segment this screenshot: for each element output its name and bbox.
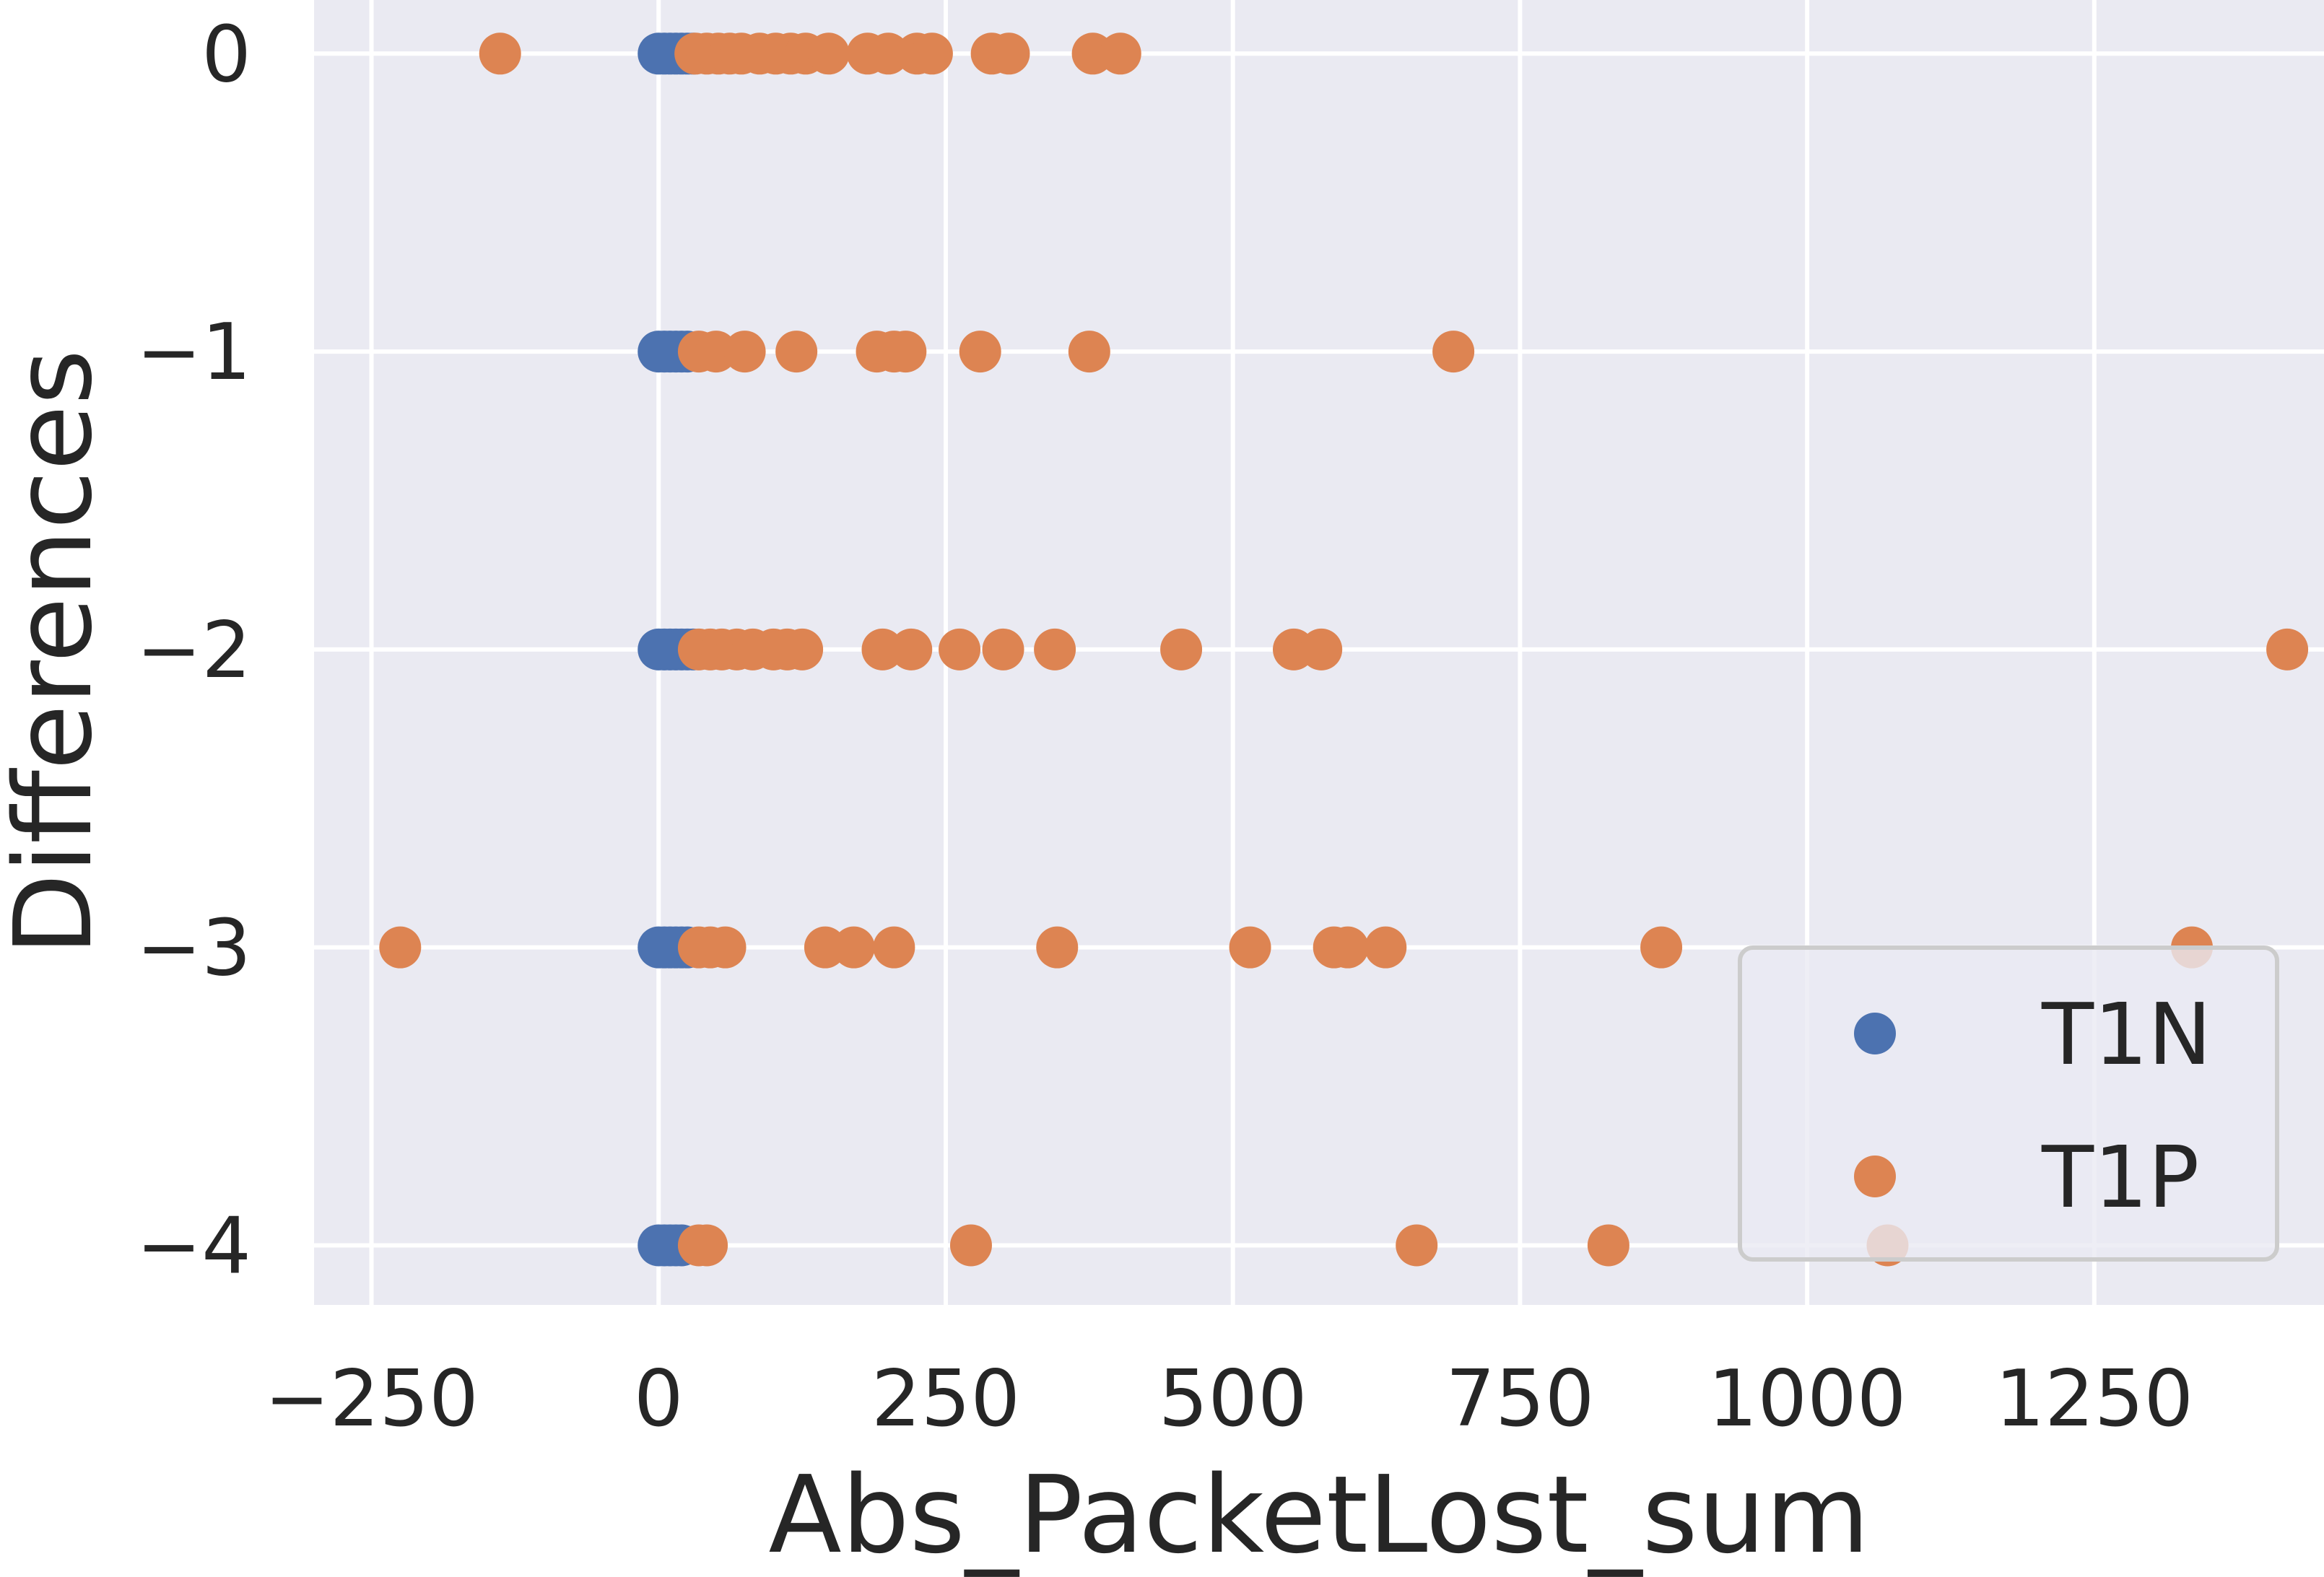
data-point-t1p xyxy=(1432,331,1475,373)
data-point-t1p xyxy=(939,628,981,670)
data-point-t1p xyxy=(1396,1224,1438,1267)
data-point-t1p xyxy=(1068,331,1110,373)
y-tick-label: −2 xyxy=(136,606,251,696)
series-t1p-points xyxy=(379,32,2309,1267)
data-point-t1p xyxy=(910,32,953,75)
data-point-t1p xyxy=(1034,628,1076,670)
y-tick-labels: 0 −1 −2 −3 −4 xyxy=(136,9,251,1291)
data-point-t1p xyxy=(1099,32,1141,75)
data-point-t1p xyxy=(884,331,927,373)
data-point-t1p xyxy=(1326,926,1369,969)
legend-marker-t1n xyxy=(1854,1013,1896,1054)
y-tick-label: −4 xyxy=(136,1201,251,1291)
data-point-t1p xyxy=(982,628,1024,670)
data-point-t1p xyxy=(704,926,747,969)
data-point-t1p xyxy=(1640,926,1683,969)
data-point-t1p xyxy=(807,32,850,75)
y-tick-label: −1 xyxy=(136,307,251,398)
data-point-t1p xyxy=(890,628,933,670)
legend-label-t1p: T1P xyxy=(2041,1127,2199,1227)
data-point-t1p xyxy=(959,331,1001,373)
data-point-t1p xyxy=(723,331,766,373)
x-tick-label: 1000 xyxy=(1708,1354,1907,1444)
data-point-t1p xyxy=(479,32,521,75)
data-point-t1p xyxy=(804,926,846,969)
data-point-t1p xyxy=(2266,628,2309,670)
data-point-t1p xyxy=(873,926,915,969)
legend-marker-t1p xyxy=(1854,1156,1896,1197)
x-tick-label: 250 xyxy=(871,1354,1020,1444)
data-point-t1p xyxy=(1229,926,1271,969)
data-point-t1p xyxy=(867,32,910,75)
x-tick-labels: −250 0 250 500 750 1000 1250 xyxy=(264,1354,2193,1444)
data-point-t1p xyxy=(1036,926,1079,969)
data-point-t1p xyxy=(861,628,904,670)
y-tick-label: 0 xyxy=(201,9,251,100)
data-point-t1p xyxy=(988,32,1030,75)
x-tick-label: 750 xyxy=(1445,1354,1594,1444)
data-point-t1p xyxy=(1587,1224,1629,1267)
data-point-t1p xyxy=(1160,628,1203,670)
x-tick-label: 1250 xyxy=(1995,1354,2193,1444)
x-tick-label: 500 xyxy=(1159,1354,1307,1444)
y-tick-label: −3 xyxy=(136,904,251,994)
y-axis-label: Differences xyxy=(0,349,116,956)
data-point-t1p xyxy=(949,1224,992,1267)
data-point-t1p xyxy=(775,331,818,373)
x-tick-label: 0 xyxy=(634,1354,684,1444)
data-point-t1p xyxy=(695,331,737,373)
x-tick-label: −250 xyxy=(264,1354,479,1444)
legend-label-t1n: T1N xyxy=(2041,984,2211,1084)
x-axis-label: Abs_PacketLost_sum xyxy=(768,1453,1869,1577)
legend: T1N T1P xyxy=(1738,945,2279,1262)
data-point-t1p xyxy=(686,1224,728,1267)
data-point-t1p xyxy=(1300,628,1343,670)
data-point-t1p xyxy=(1365,926,1407,969)
data-point-t1p xyxy=(832,926,875,969)
data-point-t1p xyxy=(379,926,422,969)
data-point-t1p xyxy=(781,628,824,670)
